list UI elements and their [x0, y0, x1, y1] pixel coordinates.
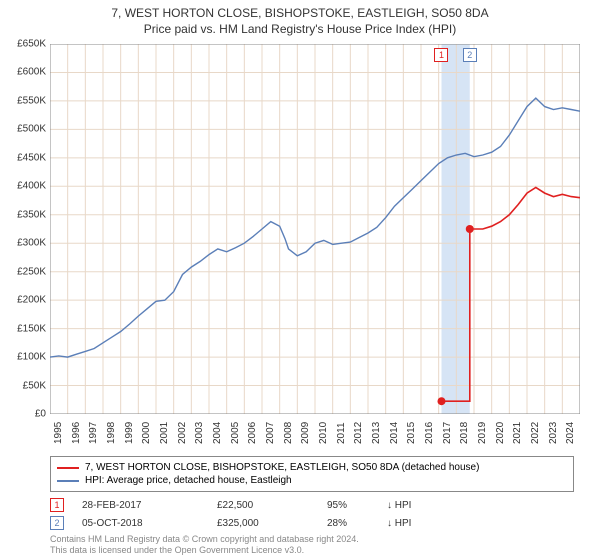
sale-row: 1 28-FEB-2017£22,50095%↓ HPI: [50, 496, 411, 514]
annotation-marker-2: 2: [463, 48, 477, 62]
x-tick-label: 1998: [106, 422, 117, 444]
x-axis-labels: 1995 1996 1997 1998 1999 2000 2001 2002 2003 2004…: [50, 416, 580, 452]
x-tick-label: 2012: [353, 422, 364, 444]
y-tick-label: £150K: [17, 323, 46, 334]
sale-pct: 28%: [327, 518, 387, 529]
y-tick-label: £350K: [17, 209, 46, 220]
x-tick-label: 1999: [124, 422, 135, 444]
legend-swatch: [57, 480, 79, 482]
license-line-2: This data is licensed under the Open Gov…: [50, 545, 359, 556]
sale-direction: ↓ HPI: [387, 500, 411, 511]
license-line-1: Contains HM Land Registry data © Crown c…: [50, 534, 359, 545]
legend: 7, WEST HORTON CLOSE, BISHOPSTOKE, EASTL…: [50, 456, 574, 492]
y-tick-label: £200K: [17, 295, 46, 306]
plot-area: 12: [50, 44, 580, 414]
legend-label: 7, WEST HORTON CLOSE, BISHOPSTOKE, EASTL…: [85, 462, 479, 473]
sale-date: 28-FEB-2017: [82, 500, 217, 511]
x-tick-label: 2004: [212, 422, 223, 444]
x-tick-label: 2011: [336, 422, 347, 444]
y-tick-label: £550K: [17, 95, 46, 106]
x-tick-label: 1995: [53, 422, 64, 444]
sale-price: £325,000: [217, 518, 327, 529]
x-tick-label: 1997: [88, 422, 99, 444]
legend-item: 7, WEST HORTON CLOSE, BISHOPSTOKE, EASTL…: [57, 461, 567, 474]
x-tick-label: 2015: [406, 422, 417, 444]
x-tick-label: 2021: [512, 422, 523, 444]
y-tick-label: £100K: [17, 352, 46, 363]
legend-item: HPI: Average price, detached house, East…: [57, 474, 567, 487]
y-tick-label: £0: [35, 409, 46, 420]
legend-label: HPI: Average price, detached house, East…: [85, 475, 292, 486]
x-tick-label: 2001: [159, 422, 170, 444]
x-tick-label: 2016: [424, 422, 435, 444]
sale-row: 2 05-OCT-2018£325,00028%↓ HPI: [50, 514, 411, 532]
x-tick-label: 2005: [230, 422, 241, 444]
sales-table: 1 28-FEB-2017£22,50095%↓ HPI 2 05-OCT-2018£…: [50, 496, 411, 532]
x-tick-label: 2020: [495, 422, 506, 444]
y-tick-label: £250K: [17, 266, 46, 277]
sale-direction: ↓ HPI: [387, 518, 411, 529]
sale-marker-box: 1: [50, 498, 64, 512]
sale-price: £22,500: [217, 500, 327, 511]
x-tick-label: 2006: [247, 422, 258, 444]
x-tick-label: 2008: [283, 422, 294, 444]
title-block: 7, WEST HORTON CLOSE, BISHOPSTOKE, EASTL…: [0, 0, 600, 37]
y-tick-label: £500K: [17, 124, 46, 135]
x-tick-label: 1996: [71, 422, 82, 444]
x-tick-label: 2024: [565, 422, 576, 444]
x-tick-label: 2014: [389, 422, 400, 444]
x-tick-label: 2003: [194, 422, 205, 444]
annotation-marker-1: 1: [434, 48, 448, 62]
x-tick-label: 2009: [300, 422, 311, 444]
x-tick-label: 2023: [548, 422, 559, 444]
chart-svg: [50, 44, 580, 414]
title-line-1: 7, WEST HORTON CLOSE, BISHOPSTOKE, EASTL…: [0, 6, 600, 22]
sale-pct: 95%: [327, 500, 387, 511]
y-tick-label: £600K: [17, 67, 46, 78]
sale-date: 05-OCT-2018: [82, 518, 217, 529]
y-tick-label: £300K: [17, 238, 46, 249]
y-axis-labels: £0£50K£100K£150K£200K£250K£300K£350K£400…: [0, 44, 48, 414]
x-tick-label: 2019: [477, 422, 488, 444]
x-tick-label: 2022: [530, 422, 541, 444]
x-tick-label: 2000: [141, 422, 152, 444]
x-tick-label: 2010: [318, 422, 329, 444]
x-tick-label: 2007: [265, 422, 276, 444]
chart-container: 7, WEST HORTON CLOSE, BISHOPSTOKE, EASTL…: [0, 0, 600, 560]
legend-swatch: [57, 467, 79, 469]
x-tick-label: 2002: [177, 422, 188, 444]
license-text: Contains HM Land Registry data © Crown c…: [50, 534, 359, 556]
y-tick-label: £50K: [23, 380, 46, 391]
title-line-2: Price paid vs. HM Land Registry's House …: [0, 22, 600, 38]
x-tick-label: 2018: [459, 422, 470, 444]
y-tick-label: £650K: [17, 39, 46, 50]
x-tick-label: 2017: [442, 422, 453, 444]
sale-marker-box: 2: [50, 516, 64, 530]
y-tick-label: £400K: [17, 181, 46, 192]
x-tick-label: 2013: [371, 422, 382, 444]
y-tick-label: £450K: [17, 152, 46, 163]
